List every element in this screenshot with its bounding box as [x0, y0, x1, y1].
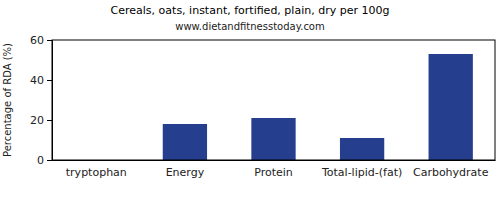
x-tick: tryptophan — [66, 166, 127, 179]
y-axis-line — [47, 41, 53, 161]
x-axis-line — [53, 160, 496, 161]
x-tick-label: Energy — [166, 166, 205, 179]
plot: 0 20 40 60 tryptophan Energy Protein Total-lipi… — [30, 34, 496, 179]
y-tick-label: 20 — [30, 114, 44, 127]
y-tick: 40 — [30, 74, 52, 87]
y-axis-title: Percentage of RDA (%) — [2, 43, 13, 157]
bar — [251, 118, 295, 160]
bar — [163, 124, 207, 160]
y-tick-label: 60 — [30, 34, 44, 47]
x-tick-label: Protein — [254, 166, 293, 179]
y-tick-label: 0 — [37, 154, 44, 167]
bar — [340, 138, 384, 160]
y-tick-mark — [47, 160, 52, 161]
x-tick: Protein — [254, 166, 293, 179]
y-tick-label: 40 — [30, 74, 44, 87]
y-tick: 20 — [30, 114, 52, 127]
plot-frame — [52, 40, 495, 160]
y-tick-mark — [47, 120, 52, 121]
title: Cereals, oats, instant, fortified, plain… — [111, 4, 390, 17]
bars — [163, 54, 473, 160]
chart: 0 20 40 60 tryptophan Energy Protein Total-lipi… — [0, 0, 500, 200]
bar — [429, 54, 473, 160]
x-tick-label: Carbohydrate — [413, 166, 489, 179]
x-tick: Energy — [166, 166, 205, 179]
x-tick-label: Total-lipid-(fat) — [321, 166, 402, 179]
x-tick: Total-lipid-(fat) — [321, 166, 402, 179]
y-tick: 60 — [30, 34, 52, 47]
x-tick: Carbohydrate — [413, 166, 489, 179]
x-tick-label: tryptophan — [66, 166, 127, 179]
y-axis: 0 20 40 60 — [30, 34, 53, 167]
subtitle: www.dietandfitnesstoday.com — [175, 21, 324, 32]
x-axis: tryptophan Energy Protein Total-lipid-(fat)… — [53, 161, 496, 179]
y-tick-mark — [47, 40, 52, 41]
y-tick-mark — [47, 80, 52, 81]
y-tick: 0 — [37, 154, 52, 167]
